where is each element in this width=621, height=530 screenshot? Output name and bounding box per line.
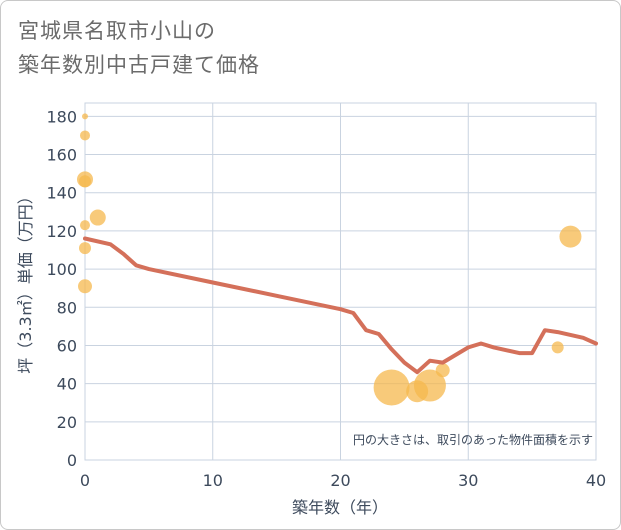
y-tick-label: 20 (57, 413, 77, 432)
chart-title-line2: 築年数別中古戸建て価格 (18, 53, 260, 77)
bubble-point (79, 242, 91, 255)
trend-line (83, 236, 598, 375)
bubble-point (82, 113, 88, 120)
x-tick-label: 20 (330, 471, 350, 490)
bubble-series (77, 113, 582, 406)
x-axis-label: 築年数（年） (292, 498, 388, 517)
size-note: 円の大きさは、取引のあった物件面積を示す (353, 432, 593, 447)
y-tick-label: 0 (67, 451, 77, 470)
x-tick-label: 40 (586, 471, 606, 490)
bubble-point (373, 369, 410, 406)
bubble-point (80, 130, 90, 141)
bubble-point (89, 209, 106, 226)
bubble-point (559, 225, 582, 248)
bubble-point (435, 363, 450, 378)
chart-title: 宮城県名取市小山の 築年数別中古戸建て価格 (18, 14, 438, 82)
y-axis-label: 坪（3.3㎡）単価（万円） (16, 188, 35, 373)
bubble-point (78, 279, 92, 294)
x-tick-label: 10 (203, 471, 223, 490)
chart-title-line1: 宮城県名取市小山の (18, 19, 216, 43)
x-tick-label: 30 (458, 471, 478, 490)
y-tick-label: 160 (46, 146, 77, 165)
y-tick-label: 140 (46, 184, 77, 203)
bubble-point (413, 369, 446, 402)
y-tick-label: 100 (46, 260, 77, 279)
bubble-point (80, 220, 90, 231)
x-tick-label: 0 (80, 471, 90, 490)
trend-series (83, 236, 598, 375)
y-tick-label: 120 (46, 222, 77, 241)
y-tick-label: 80 (57, 298, 77, 317)
y-tick-label: 60 (57, 336, 77, 355)
bubble-point (79, 175, 91, 188)
axes: 0 20 40 60 80 100 120 140 160 180 0 10 20 30 40 (46, 107, 606, 490)
y-tick-label: 180 (46, 107, 77, 126)
bubble-point (551, 341, 564, 354)
y-tick-label: 40 (57, 375, 77, 394)
